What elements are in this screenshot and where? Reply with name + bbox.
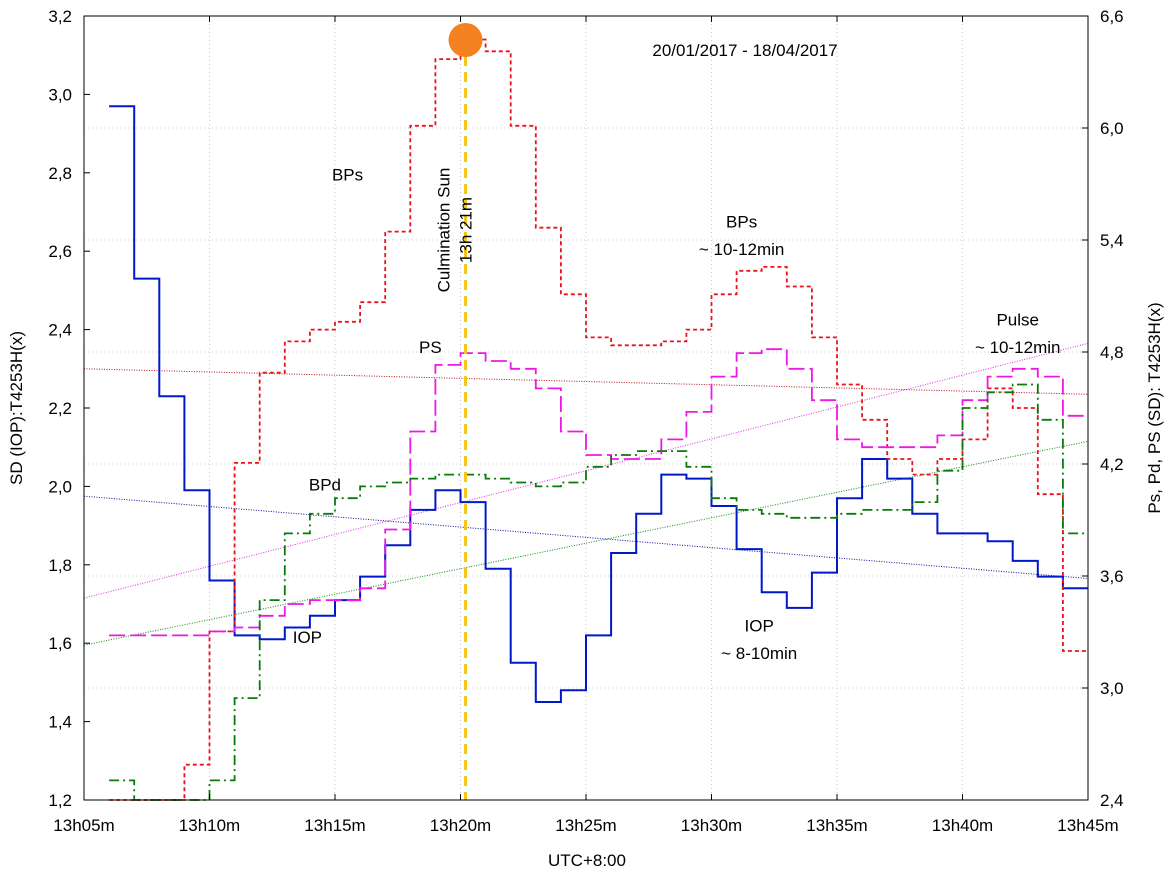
y-right-tick-label: 4,2 bbox=[1100, 455, 1124, 474]
culmination-marker: Culmination Sun 13h 21m bbox=[435, 23, 483, 800]
y-left-tick-label: 3,2 bbox=[48, 7, 72, 26]
x-axis-title: UTC+8:00 bbox=[548, 851, 626, 870]
y-right-tick-label: 2,4 bbox=[1100, 791, 1124, 810]
y-left-tick-label: 1,6 bbox=[48, 634, 72, 653]
annotation-label: Pulse bbox=[996, 311, 1039, 330]
y-left-tick-label: 2,8 bbox=[48, 164, 72, 183]
series-bps bbox=[109, 38, 1088, 801]
annotation-label: IOP bbox=[745, 616, 774, 635]
y-right-tick-label: 4,8 bbox=[1100, 343, 1124, 362]
x-tick-label: 13h45m bbox=[1057, 816, 1118, 835]
y-left-tick-label: 1,2 bbox=[48, 791, 72, 810]
trend-line bbox=[83, 495, 1089, 580]
x-tick-label: 13h30m bbox=[681, 816, 742, 835]
series-iop bbox=[109, 105, 1088, 703]
x-tick-label: 13h40m bbox=[932, 816, 993, 835]
series-lines bbox=[109, 38, 1088, 801]
y-left-tick-label: 1,4 bbox=[48, 713, 72, 732]
x-tick-label: 13h10m bbox=[179, 816, 240, 835]
annotations: BPs PS BPd IOP BPs ~ 10-12min Pulse ~ 10-12min I… bbox=[293, 166, 1061, 663]
annotation-label: ~ 10-12min bbox=[699, 240, 785, 259]
annotation-label: ~ 8-10min bbox=[721, 644, 797, 663]
x-tick-label: 13h05m bbox=[53, 816, 114, 835]
series-ps bbox=[109, 348, 1088, 637]
y-left-tick-label: 2,2 bbox=[48, 399, 72, 418]
x-tick-label: 13h25m bbox=[555, 816, 616, 835]
y-left-tick-label: 2,6 bbox=[48, 242, 72, 261]
annotation-label: BPs bbox=[726, 213, 757, 232]
y-right-axis-title: Ps, Pd, PS (SD): T4253H(x) bbox=[1145, 302, 1164, 513]
date-range-label: 20/01/2017 - 18/04/2017 bbox=[652, 41, 837, 60]
x-tick-label: 13h15m bbox=[304, 816, 365, 835]
y-right-tick-label: 6,6 bbox=[1100, 7, 1124, 26]
y-right-tick-label: 3,6 bbox=[1100, 567, 1124, 586]
annotation-label: PS bbox=[419, 338, 442, 357]
axis-ticks bbox=[83, 15, 1089, 801]
culmination-time-label: 13h 21m bbox=[457, 197, 476, 263]
annotation-label: ~ 10-12min bbox=[975, 338, 1061, 357]
y-left-tick-label: 2,4 bbox=[48, 321, 72, 340]
culmination-label: Culmination Sun bbox=[435, 168, 454, 293]
y-right-tick-label: 3,0 bbox=[1100, 679, 1124, 698]
series-bpd bbox=[109, 383, 1088, 801]
tick-labels: 13h05m 13h10m 13h15m 13h20m 13h25m 13h30m 13h3… bbox=[48, 7, 1123, 835]
y-right-tick-label: 5,4 bbox=[1100, 231, 1124, 250]
annotation-label: BPd bbox=[309, 475, 341, 494]
y-right-tick-label: 6,0 bbox=[1100, 119, 1124, 138]
annotation-label: BPs bbox=[332, 166, 363, 185]
trend-line bbox=[83, 440, 1089, 646]
y-left-tick-label: 1,8 bbox=[48, 556, 72, 575]
sun-icon bbox=[448, 23, 483, 57]
x-tick-label: 13h20m bbox=[430, 816, 491, 835]
y-left-axis-title: SD (IOP):T4253H(x) bbox=[7, 331, 26, 485]
annotation-label: IOP bbox=[293, 628, 322, 647]
y-left-tick-label: 2,0 bbox=[48, 477, 72, 496]
y-left-tick-label: 3,0 bbox=[48, 85, 72, 104]
x-tick-label: 13h35m bbox=[806, 816, 867, 835]
